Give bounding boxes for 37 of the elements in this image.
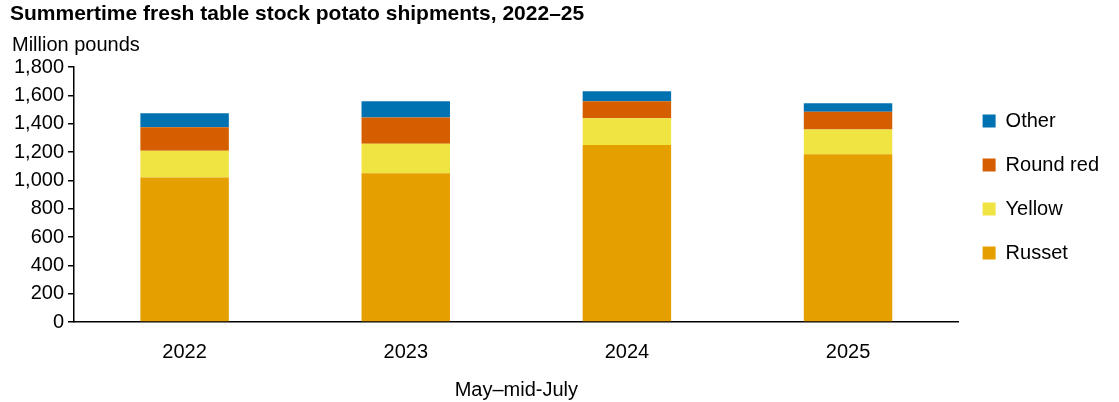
- bar: [803, 111, 893, 130]
- y-axis-title: Million pounds: [12, 32, 140, 55]
- x-tick-label: 2023: [383, 339, 429, 362]
- bar: [582, 118, 672, 146]
- y-tick-label: 1,200: [13, 139, 65, 162]
- bar: [361, 173, 450, 322]
- x-tick-label: 2022: [162, 339, 207, 362]
- bar: [140, 177, 229, 322]
- bar: [582, 91, 672, 102]
- chart-title: Summertime fresh table stock potato shipments, 2022–25: [10, 1, 585, 25]
- bar: [140, 127, 229, 151]
- y-tick-label: 600: [30, 224, 65, 247]
- x-axis-title: May–mid-July: [454, 377, 578, 400]
- y-tick-label: 1,400: [13, 111, 65, 134]
- bar: [582, 145, 672, 322]
- bar: [582, 101, 672, 119]
- y-tick-label: 1,800: [13, 54, 65, 77]
- y-tick-label: 400: [30, 252, 65, 275]
- y-tick-label: 0: [52, 309, 65, 332]
- legend-label: Other: [1005, 108, 1056, 131]
- legend-label: Round red: [1005, 152, 1100, 175]
- bar: [140, 113, 229, 128]
- y-tick-label: 1,600: [13, 83, 65, 106]
- bar: [361, 101, 450, 118]
- bar: [803, 129, 893, 155]
- bar: [361, 143, 450, 174]
- y-tick-label: 1,000: [13, 167, 65, 190]
- bar: [361, 117, 450, 144]
- bar: [140, 150, 229, 178]
- y-tick-label: 200: [30, 281, 65, 304]
- legend-label: Russet: [1005, 240, 1069, 263]
- y-tick-label: 800: [30, 196, 65, 219]
- bar: [803, 154, 893, 322]
- x-tick-label: 2025: [825, 339, 871, 362]
- bar: [803, 103, 893, 112]
- legend-label: Yellow: [1005, 196, 1064, 219]
- x-tick-label: 2024: [604, 339, 650, 362]
